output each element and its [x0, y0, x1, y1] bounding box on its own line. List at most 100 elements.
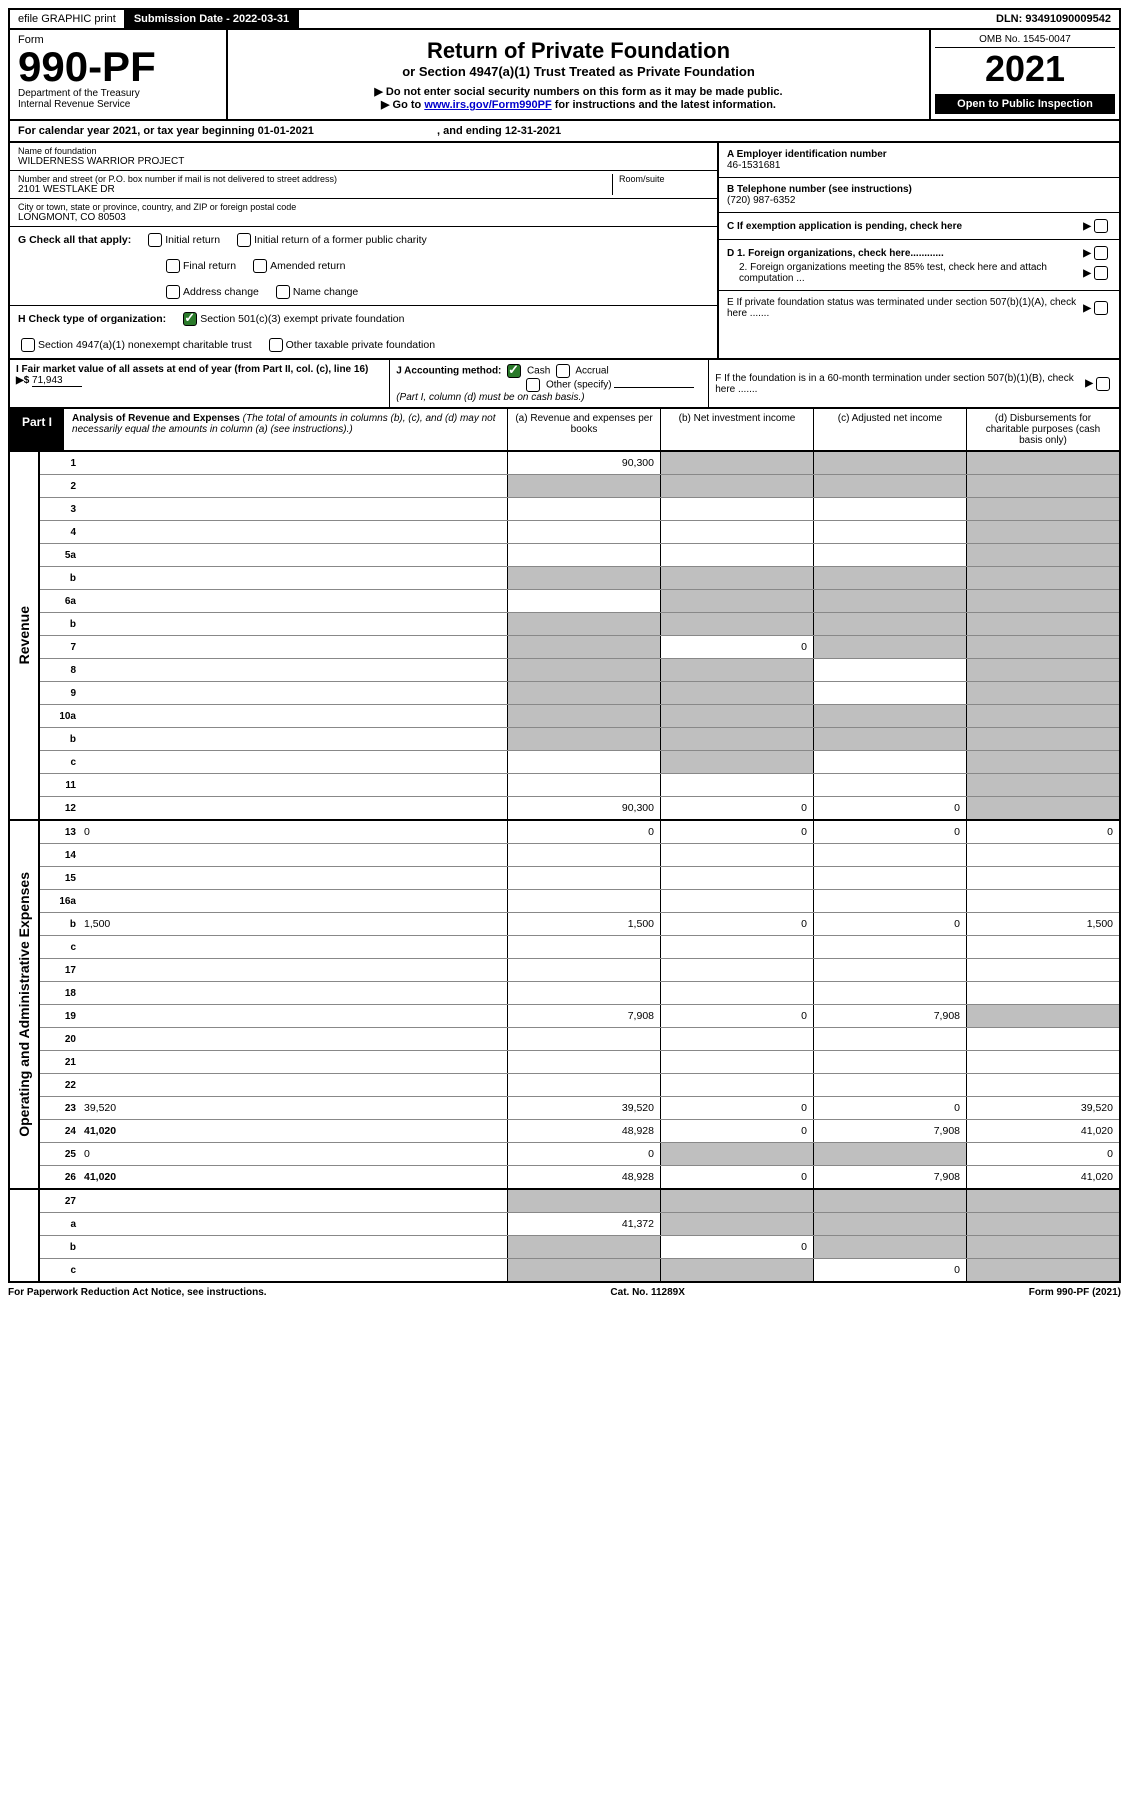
checkbox-icon[interactable] [253, 259, 267, 273]
checkbox-icon[interactable] [21, 338, 35, 352]
value-cell-b [660, 498, 813, 520]
value-cell-d: 41,020 [966, 1166, 1119, 1188]
col-a-head: (a) Revenue and expenses per books [507, 409, 660, 450]
calendar-year-row: For calendar year 2021, or tax year begi… [8, 121, 1121, 143]
value-cell-c [813, 1051, 966, 1073]
row-description [80, 622, 507, 626]
checkbox-icon[interactable] [148, 233, 162, 247]
row-description [80, 553, 507, 557]
table-row: 4 [40, 521, 1119, 544]
value-cell-b [660, 613, 813, 635]
checkbox-icon[interactable] [166, 285, 180, 299]
value-cell-d [966, 1190, 1119, 1212]
value-cell-b [660, 521, 813, 543]
row-number: 8 [40, 663, 80, 678]
value-cell-b [660, 1143, 813, 1165]
row-description [80, 645, 507, 649]
row-number: 11 [40, 778, 80, 793]
checkbox-icon[interactable] [556, 364, 570, 378]
calyear-begin: 01-01-2021 [258, 125, 314, 137]
value-cell-a [507, 636, 660, 658]
checkbox-icon[interactable] [1094, 219, 1108, 233]
row-number: b [40, 617, 80, 632]
row-description [80, 461, 507, 465]
name-cell: Name of foundation WILDERNESS WARRIOR PR… [10, 143, 717, 171]
value-cell-c [813, 567, 966, 589]
value-cell-b [660, 705, 813, 727]
value-cell-b: 0 [660, 1097, 813, 1119]
row-description [80, 1037, 507, 1041]
revenue-rows: 190,3002345ab6ab708910abc111290,30000 [40, 452, 1119, 819]
d2-label: 2. Foreign organizations meeting the 85%… [727, 262, 1083, 284]
i-value: 71,943 [32, 375, 82, 387]
dept: Department of the Treasury [18, 88, 218, 99]
i-cell: I Fair market value of all assets at end… [10, 360, 390, 407]
table-row: 21 [40, 1051, 1119, 1074]
checkbox-icon[interactable] [526, 378, 540, 392]
value-cell-c [813, 1028, 966, 1050]
value-cell-d [966, 498, 1119, 520]
value-cell-b [660, 1190, 813, 1212]
j-note: (Part I, column (d) must be on cash basi… [396, 392, 584, 403]
row-description [80, 668, 507, 672]
dln: DLN: 93491090009542 [988, 10, 1119, 28]
value-cell-a [507, 867, 660, 889]
checkbox-icon[interactable] [1094, 301, 1108, 315]
checkbox-checked-icon[interactable] [183, 312, 197, 326]
g-label: G Check all that apply: [18, 234, 131, 246]
f-label: F If the foundation is in a 60-month ter… [715, 373, 1085, 395]
table-row: b [40, 567, 1119, 590]
addr-label: Number and street (or P.O. box number if… [18, 174, 612, 184]
table-row: a41,372 [40, 1213, 1119, 1236]
value-cell-a [507, 774, 660, 796]
checkbox-icon[interactable] [237, 233, 251, 247]
value-cell-a [507, 844, 660, 866]
value-cell-d [966, 936, 1119, 958]
value-cell-a: 90,300 [507, 797, 660, 819]
checkbox-icon[interactable] [1094, 246, 1108, 260]
value-cell-b [660, 959, 813, 981]
footer-mid: Cat. No. 11289X [610, 1287, 684, 1298]
checkbox-icon[interactable] [166, 259, 180, 273]
form-subtitle: or Section 4947(a)(1) Trust Treated as P… [236, 64, 921, 79]
value-cell-b [660, 936, 813, 958]
value-cell-b [660, 1259, 813, 1281]
row-description [80, 968, 507, 972]
row-description [80, 1222, 507, 1226]
h-label: H Check type of organization: [18, 313, 166, 325]
g-opt-initial-former: Initial return of a former public charit… [234, 233, 427, 247]
part1-desc: Analysis of Revenue and Expenses (The to… [64, 409, 507, 450]
table-row: 2 [40, 475, 1119, 498]
row-description [80, 945, 507, 949]
value-cell-d [966, 844, 1119, 866]
row-number: c [40, 940, 80, 955]
instr-link[interactable]: www.irs.gov/Form990PF [424, 99, 551, 111]
row-description [80, 576, 507, 580]
value-cell-a: 7,908 [507, 1005, 660, 1027]
calyear-pre: For calendar year 2021, or tax year begi… [18, 125, 258, 137]
value-cell-d: 0 [966, 1143, 1119, 1165]
value-cell-a [507, 544, 660, 566]
bottom-section: 27a41,372b0c0 [8, 1190, 1121, 1283]
checkbox-icon[interactable] [1096, 377, 1110, 391]
room-label: Room/suite [619, 174, 709, 184]
value-cell-c [813, 844, 966, 866]
row-number: 6a [40, 594, 80, 609]
checkbox-icon[interactable] [1094, 266, 1108, 280]
revenue-side-label: Revenue [10, 452, 40, 819]
checkbox-icon[interactable] [276, 285, 290, 299]
row-description [80, 783, 507, 787]
table-row: 11 [40, 774, 1119, 797]
table-row: 2441,02048,92807,90841,020 [40, 1120, 1119, 1143]
table-row: 190,300 [40, 452, 1119, 475]
checkbox-checked-icon[interactable] [507, 364, 521, 378]
col-b-head: (b) Net investment income [660, 409, 813, 450]
value-cell-a [507, 590, 660, 612]
checkbox-icon[interactable] [269, 338, 283, 352]
value-cell-c [813, 728, 966, 750]
value-cell-a [507, 751, 660, 773]
part1-title: Analysis of Revenue and Expenses [72, 413, 240, 424]
f-cell: F If the foundation is in a 60-month ter… [709, 360, 1119, 407]
table-row: 22 [40, 1074, 1119, 1097]
value-cell-a: 48,928 [507, 1120, 660, 1142]
